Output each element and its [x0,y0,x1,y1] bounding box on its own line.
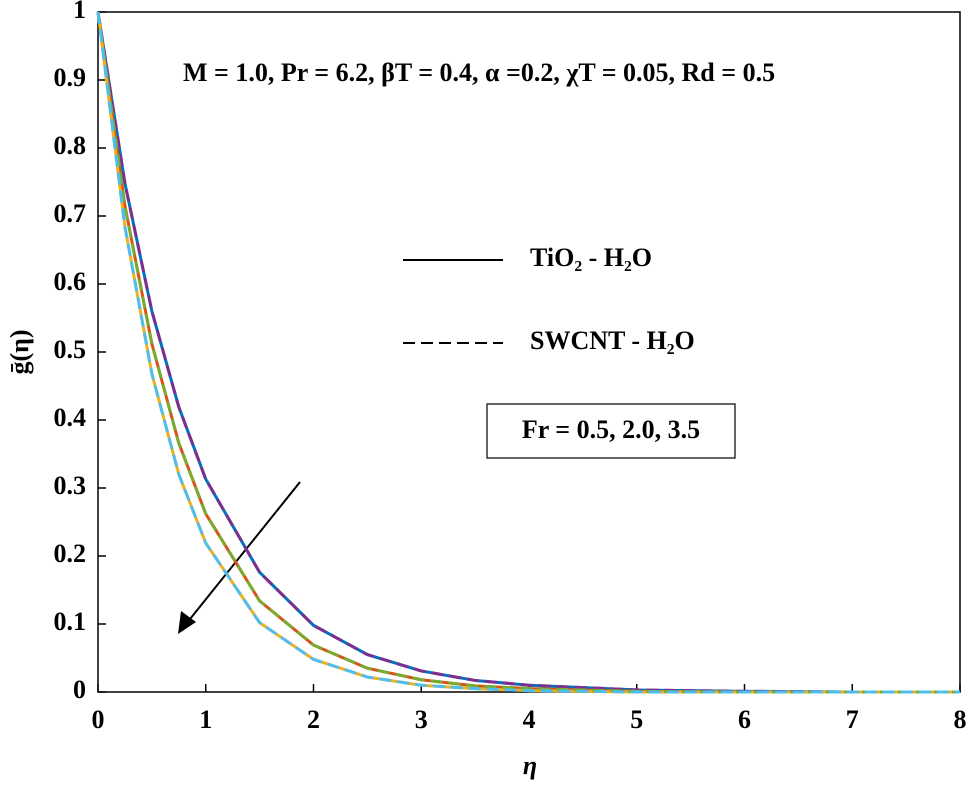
legend-label: TiO₂ - H₂O [530,243,652,272]
x-tick-label: 4 [523,705,536,734]
x-tick-label: 8 [954,705,967,734]
x-tick-label: 1 [199,705,212,734]
y-tick-label: 0.7 [54,199,87,228]
line [96,11,960,694]
y-tick-label: 0.6 [54,267,87,296]
x-tick-label: 2 [307,705,320,734]
y-tick-label: 0.1 [54,607,87,636]
parameter-label: Fr = 0.5, 2.0, 3.5 [522,415,700,444]
y-axis-label: ḡ(η) [5,329,34,374]
x-tick-label: 0 [92,705,105,734]
x-tick-label: 3 [415,705,428,734]
y-tick-label: 0.4 [54,403,87,432]
legend-label: SWCNT - H₂O [530,326,695,355]
arrow-head [178,611,196,634]
y-tick-label: 0 [73,675,86,704]
y-tick-label: 0.3 [54,471,87,500]
plot-frame [97,11,961,693]
y-tick-label: 0.2 [54,539,87,568]
x-tick-label: 5 [630,705,643,734]
y-tick-label: 0.5 [54,335,87,364]
line [96,11,960,694]
x-tick-label: 6 [738,705,751,734]
line [96,11,960,694]
y-tick-label: 0.9 [54,63,87,92]
arrow-shaft [185,481,301,625]
parameter-box [486,403,736,459]
line [96,11,960,694]
line [96,11,960,694]
x-axis-label: η [523,751,537,780]
line [96,11,960,694]
annotation: M = 1.0, Pr = 6.2, βT = 0.4, α =0.2, χT … [183,58,775,87]
y-tick-label: 0.8 [54,131,87,160]
x-tick-label: 7 [846,705,859,734]
y-tick-label: 1 [73,0,86,24]
